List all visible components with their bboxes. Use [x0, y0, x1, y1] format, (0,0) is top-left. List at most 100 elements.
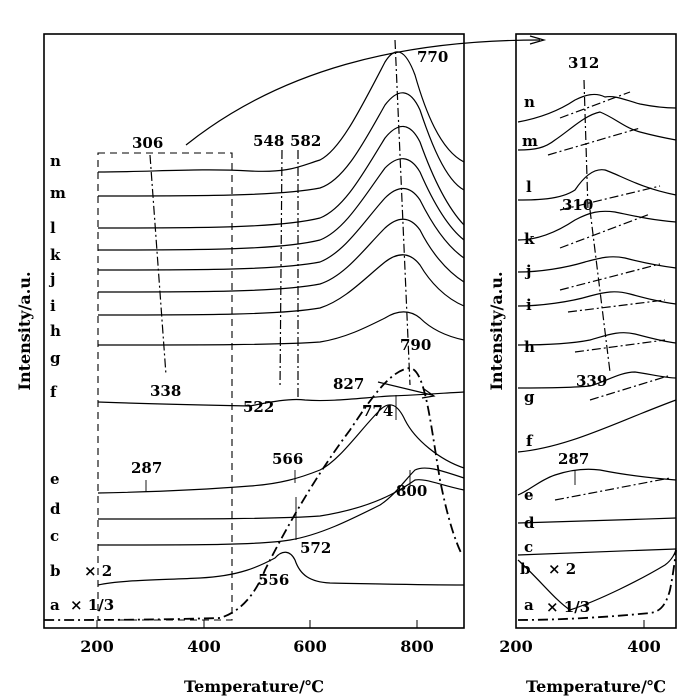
- main-label-h: h: [50, 322, 61, 340]
- main-label-f: f: [50, 383, 58, 401]
- inset-label-d: d: [524, 514, 535, 532]
- inset-label-k: k: [524, 230, 535, 248]
- inset-label-h: h: [524, 338, 535, 356]
- main-curve-g: [97, 311, 465, 346]
- arrow-827-head: [421, 388, 436, 399]
- ann-774: 774: [362, 402, 393, 420]
- ann-800: 800: [396, 482, 427, 500]
- ann-556: 556: [258, 571, 289, 589]
- main-label-g: g: [50, 349, 61, 367]
- main-label-c: c: [50, 527, 59, 545]
- inset-curve-a: [517, 549, 677, 621]
- main-label-e: e: [50, 470, 60, 488]
- ann-827: 827: [333, 375, 364, 393]
- inset-curves: [517, 93, 677, 621]
- inset-ann-339: 339: [576, 372, 607, 390]
- inset-baseline-j: [559, 263, 661, 291]
- inset-label-g: g: [524, 388, 535, 406]
- inset-label-c: c: [524, 538, 533, 556]
- inset-label-j: j: [524, 262, 531, 280]
- ann-770: 770: [417, 48, 448, 66]
- inset-baseline-e: [554, 477, 671, 501]
- guide-306-338: [149, 154, 167, 376]
- arc-to-inset: [185, 39, 541, 146]
- ann-566: 566: [272, 450, 303, 468]
- guide-770-790: [394, 39, 411, 386]
- inset-x-ticks: [515, 620, 645, 628]
- arrow-827: [377, 381, 433, 396]
- inset-baseline-g: [589, 375, 669, 401]
- inset-tick-label-400: 400: [627, 637, 660, 656]
- main-curve-n: [97, 51, 465, 173]
- main-label-j: j: [48, 270, 55, 288]
- main-x-ticks: [96, 620, 418, 628]
- inset-baseline-l: [559, 185, 661, 211]
- ann-522: 522: [243, 398, 274, 416]
- inset-tick-label-200: 200: [499, 637, 532, 656]
- inset-curve-c: [517, 548, 677, 556]
- inset-curve-labels: n m l k j i h g f e d c b a × 2 × 1/3: [520, 93, 590, 616]
- inset-mult-b: × 2: [548, 560, 576, 578]
- inset-y-axis-title: Intensity/a.u.: [487, 271, 506, 390]
- inset-label-m: m: [522, 132, 538, 150]
- main-curve-k: [97, 158, 465, 251]
- main-curve-c: [97, 467, 465, 546]
- inset-curve-b: [517, 547, 677, 611]
- ann-306: 306: [132, 134, 163, 152]
- inset-curve-d: [517, 517, 677, 524]
- main-x-axis-title: Temperature/℃: [184, 677, 324, 696]
- main-tick-label-800: 800: [400, 637, 433, 656]
- inset-label-e: e: [524, 486, 534, 504]
- main-curve-l: [97, 125, 465, 229]
- main-tick-label-200: 200: [80, 637, 113, 656]
- inset-baseline-m: [547, 127, 641, 156]
- main-curve-b: [97, 551, 465, 586]
- main-tick-label-400: 400: [187, 637, 220, 656]
- inset-ann-312: 312: [568, 54, 599, 72]
- main-label-n: n: [50, 152, 61, 170]
- inset-curve-m: [517, 111, 677, 151]
- inset-annotations: 312 310 339 287: [558, 54, 607, 468]
- inset-x-axis-title: Temperature/℃: [526, 677, 666, 696]
- inset-mult-a: × 1/3: [546, 598, 590, 616]
- inset-curve-g: [517, 371, 677, 389]
- inset-curve-f: [517, 399, 677, 453]
- dashed-selection-box: [97, 152, 233, 621]
- inset-label-n: n: [524, 93, 535, 111]
- inset-label-f: f: [526, 432, 534, 450]
- main-curve-m: [97, 92, 465, 197]
- main-tick-label-600: 600: [293, 637, 326, 656]
- ann-572: 572: [300, 539, 331, 557]
- main-label-m: m: [50, 184, 66, 202]
- main-curve-d: [97, 479, 465, 520]
- inset-baseline-n: [559, 91, 631, 119]
- main-plot-frame: [43, 33, 465, 629]
- inset-plot-frame: [515, 33, 677, 629]
- inset-guide-310-339: [589, 209, 611, 373]
- main-guides: [145, 35, 547, 540]
- main-label-b: b: [50, 562, 61, 580]
- main-curve-labels: n m l k j i h g f e d c b a × 2 × 1/3: [48, 152, 114, 614]
- main-mult-b: × 2: [84, 562, 112, 580]
- main-label-l: l: [50, 219, 56, 237]
- inset-ann-310: 310: [562, 196, 593, 214]
- main-curve-e: [97, 404, 465, 494]
- inset-curve-k: [517, 210, 677, 241]
- inset-baseline-k: [559, 213, 651, 249]
- inset-ann-287: 287: [558, 450, 589, 468]
- inset-curve-i: [517, 291, 677, 307]
- main-curves: [43, 51, 465, 621]
- inset-curve-n: [517, 93, 677, 123]
- main-curve-h: [97, 254, 465, 316]
- ann-287: 287: [131, 459, 162, 477]
- main-y-axis-title: Intensity/a.u.: [15, 271, 34, 390]
- inset-curve-j: [517, 256, 677, 273]
- inset-baseline-i: [567, 299, 666, 313]
- inset-guide-312-310: [583, 79, 589, 211]
- guide-548-522: [279, 149, 283, 389]
- inset-guides: [547, 79, 671, 501]
- main-label-i: i: [50, 297, 56, 315]
- main-mult-a: × 1/3: [70, 596, 114, 614]
- main-label-d: d: [50, 500, 61, 518]
